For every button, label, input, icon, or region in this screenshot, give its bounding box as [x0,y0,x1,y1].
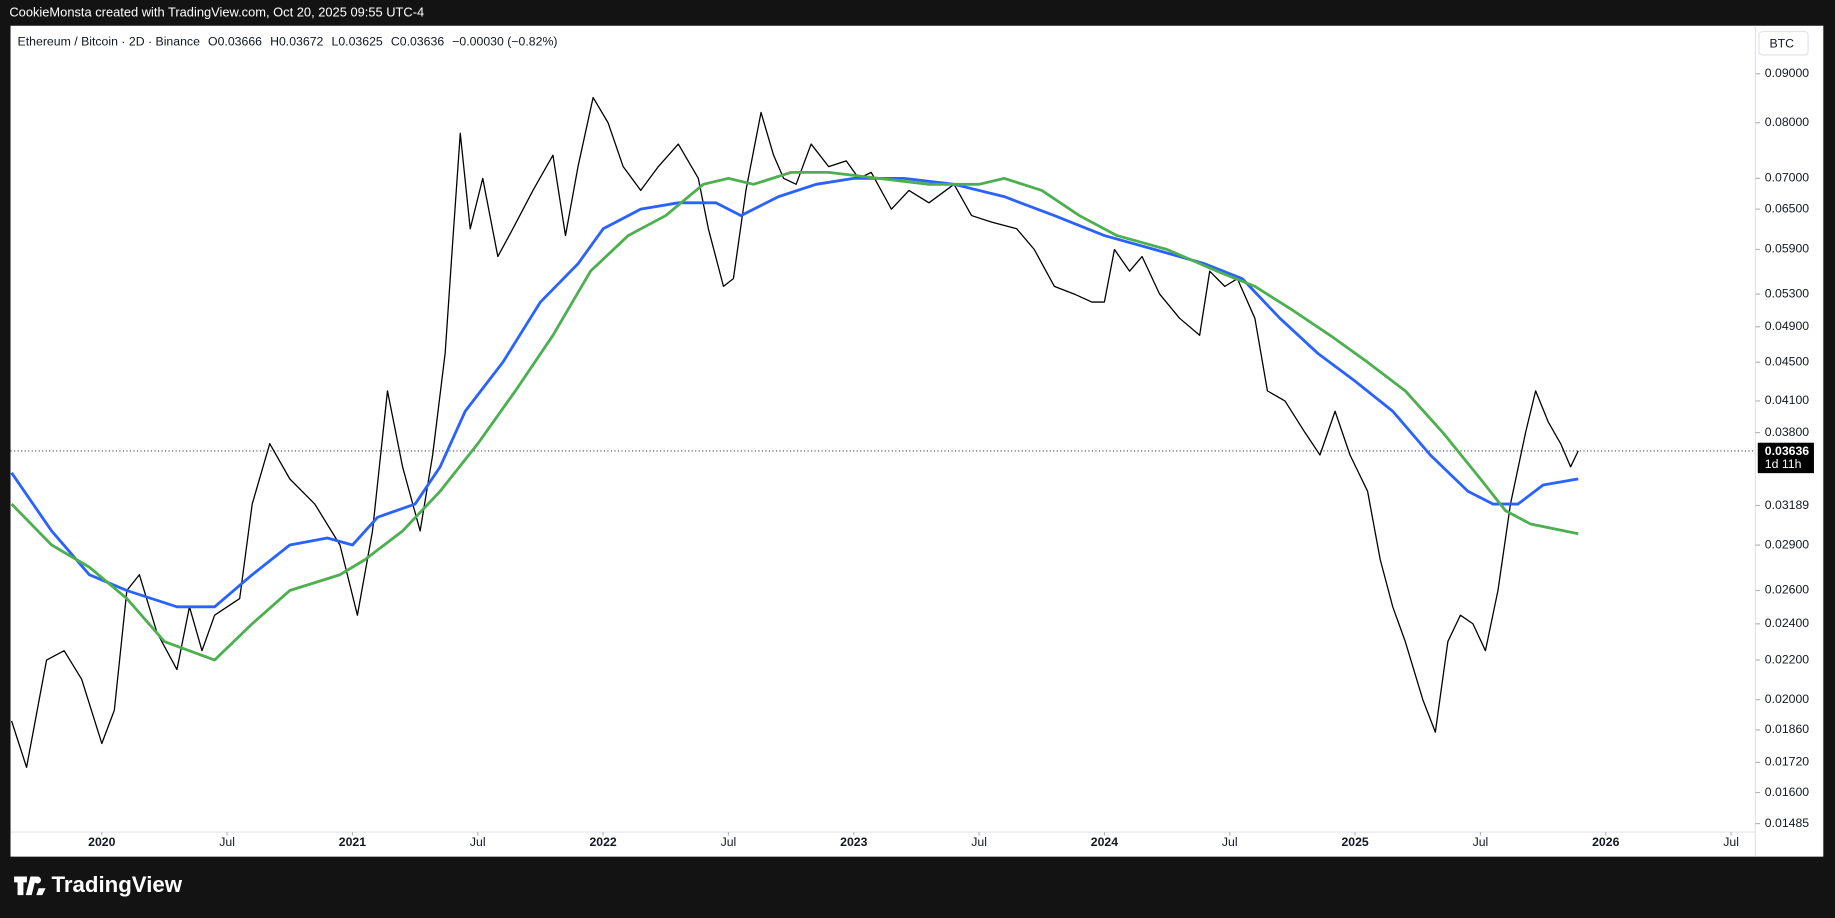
x-tick-label: 2026 [1592,835,1619,849]
x-tick-label: Jul [1723,835,1739,849]
series-line [10,96,1579,768]
last-price-box [1757,442,1814,474]
x-tick-label: Jul [721,835,737,849]
y-tick-label: 0.07000 [1765,171,1810,185]
low: L0.03625 [331,35,383,50]
x-tick-label: 2020 [88,835,115,849]
y-tick-label: 0.02400 [1765,616,1810,630]
y-tick-label: 0.04100 [1765,393,1810,407]
x-tick-label: Jul [971,835,987,849]
x-tick-label: 2022 [589,835,616,849]
high: H0.03672 [270,35,324,50]
currency: BTC [1769,37,1794,51]
y-tick-label: 0.04900 [1765,319,1810,333]
change: −0.00030 (−0.82%) [452,35,558,50]
y-tick-label: 0.03189 [1765,498,1810,512]
x-tick-label: 2024 [1091,835,1118,849]
logo-text: TradingView [51,873,183,898]
countdown: 1d 11h [1765,457,1802,471]
close: C0.03636 [390,35,445,50]
y-tick-label: 0.04500 [1765,354,1810,368]
y-tick-label: 0.01600 [1765,785,1810,799]
y-tick-label: 0.05300 [1765,286,1810,300]
x-tick-label: 2023 [840,835,867,849]
open: O0.03666 [208,35,262,50]
y-tick-label: 0.06500 [1765,201,1810,215]
y-tick-label: 0.03800 [1765,425,1810,439]
x-tick-label: Jul [1473,835,1489,849]
logo-icon [14,876,46,896]
x-tick-label: 2025 [1341,835,1368,849]
logo[interactable]: TradingView [14,873,182,899]
y-tick-label: 0.02000 [1765,692,1810,706]
symbol: Ethereum / Bitcoin · 2D · Binance [17,35,200,50]
legend: Ethereum / Bitcoin · 2D · Binance O0.036… [18,35,563,49]
y-tick-label: 0.02900 [1765,537,1810,551]
y-tick-label: 0.09000 [1765,66,1810,80]
x-tick-label: Jul [219,835,235,849]
last-price-label: 0.03636 [1765,444,1810,458]
series-line [10,176,1579,609]
y-tick-label: 0.01860 [1765,722,1810,736]
x-tick-label: Jul [470,835,486,849]
x-tick-label: Jul [1222,835,1238,849]
y-tick-label: 0.01485 [1765,816,1810,830]
y-tick-label: 0.02600 [1765,583,1810,597]
chart-bg [10,25,1824,857]
series-line [10,170,1579,662]
y-tick-label: 0.01720 [1765,755,1810,769]
currency-box[interactable] [1758,31,1809,56]
y-tick-label: 0.02200 [1765,652,1810,666]
x-tick-label: 2021 [339,835,366,849]
y-tick-label: 0.08000 [1765,115,1810,129]
y-tick-label: 0.05900 [1765,242,1810,256]
credit: CookieMonsta created with TradingView.co… [9,5,425,20]
